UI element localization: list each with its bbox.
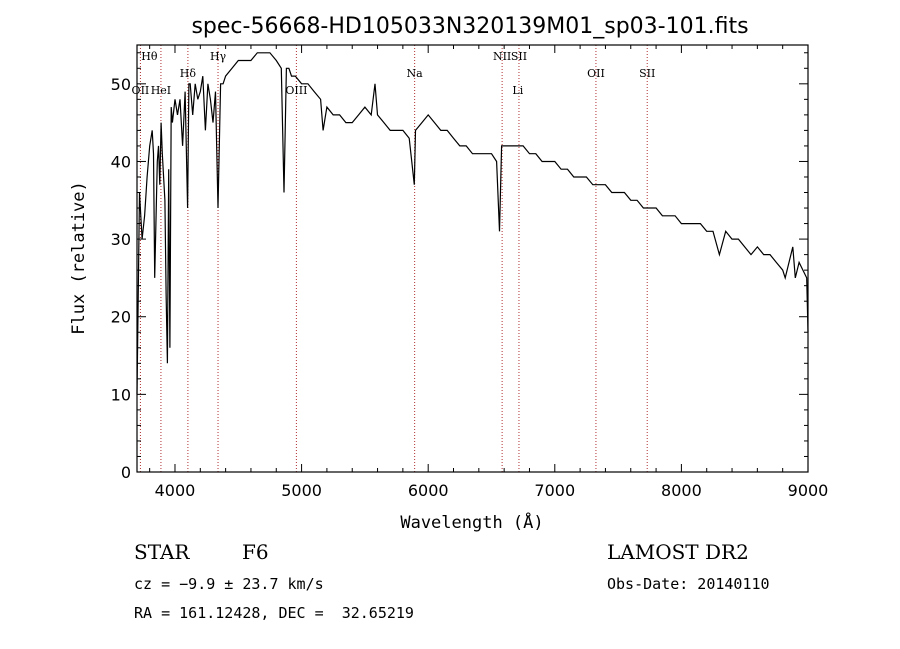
object-subclass: F6 [242,540,269,564]
line-label-8: SII [511,50,527,63]
line-label-3: Hδ [180,67,197,80]
line-label-10: OII [587,67,605,80]
x-tick-label-9000: 9000 [788,481,829,500]
y-tick-label-10: 10 [111,385,131,404]
line-label-9: Li [512,84,523,97]
x-tick-label-8000: 8000 [661,481,702,500]
line-label-7: NII [493,50,511,63]
y-tick-label-50: 50 [111,75,131,94]
y-tick-label-40: 40 [111,152,131,171]
x-tick-label-6000: 6000 [408,481,449,500]
line-label-6: Na [407,67,424,80]
y-tick-label-20: 20 [111,308,131,327]
redshift-cz: cz = −9.9 ± 23.7 km/s [134,575,324,593]
y-axis-label: Flux (relative) [69,181,89,335]
plot-frame [136,44,809,473]
line-label-0: Hθ [141,50,158,63]
object-type: STAR [134,540,190,564]
line-label-2: HeI [151,84,171,97]
x-axis-label: Wavelength (Å) [400,511,543,533]
coordinates: RA = 161.12428, DEC = 32.65219 [134,604,414,622]
line-label-11: SII [639,67,655,80]
chart-title: spec-56668-HD105033N320139M01_sp03-101.f… [191,14,748,39]
line-label-1: OII [132,84,150,97]
spectrum-line [136,52,809,395]
line-label-4: Hγ [210,50,227,63]
y-tick-label-30: 30 [111,230,131,249]
observation-date: Obs-Date: 20140110 [607,575,770,593]
x-tick-label-4000: 4000 [155,481,196,500]
line-label-5: OIII [285,84,307,97]
marker-lines [139,45,648,472]
x-axis-ticks: 4000 5000 6000 7000 8000 9000 [149,45,829,500]
y-axis-ticks: 0 10 20 30 40 50 [111,52,808,482]
x-tick-label-7000: 7000 [534,481,575,500]
survey-name: LAMOST DR2 [607,540,749,564]
y-tick-label-0: 0 [121,463,131,482]
x-tick-label-5000: 5000 [281,481,322,500]
